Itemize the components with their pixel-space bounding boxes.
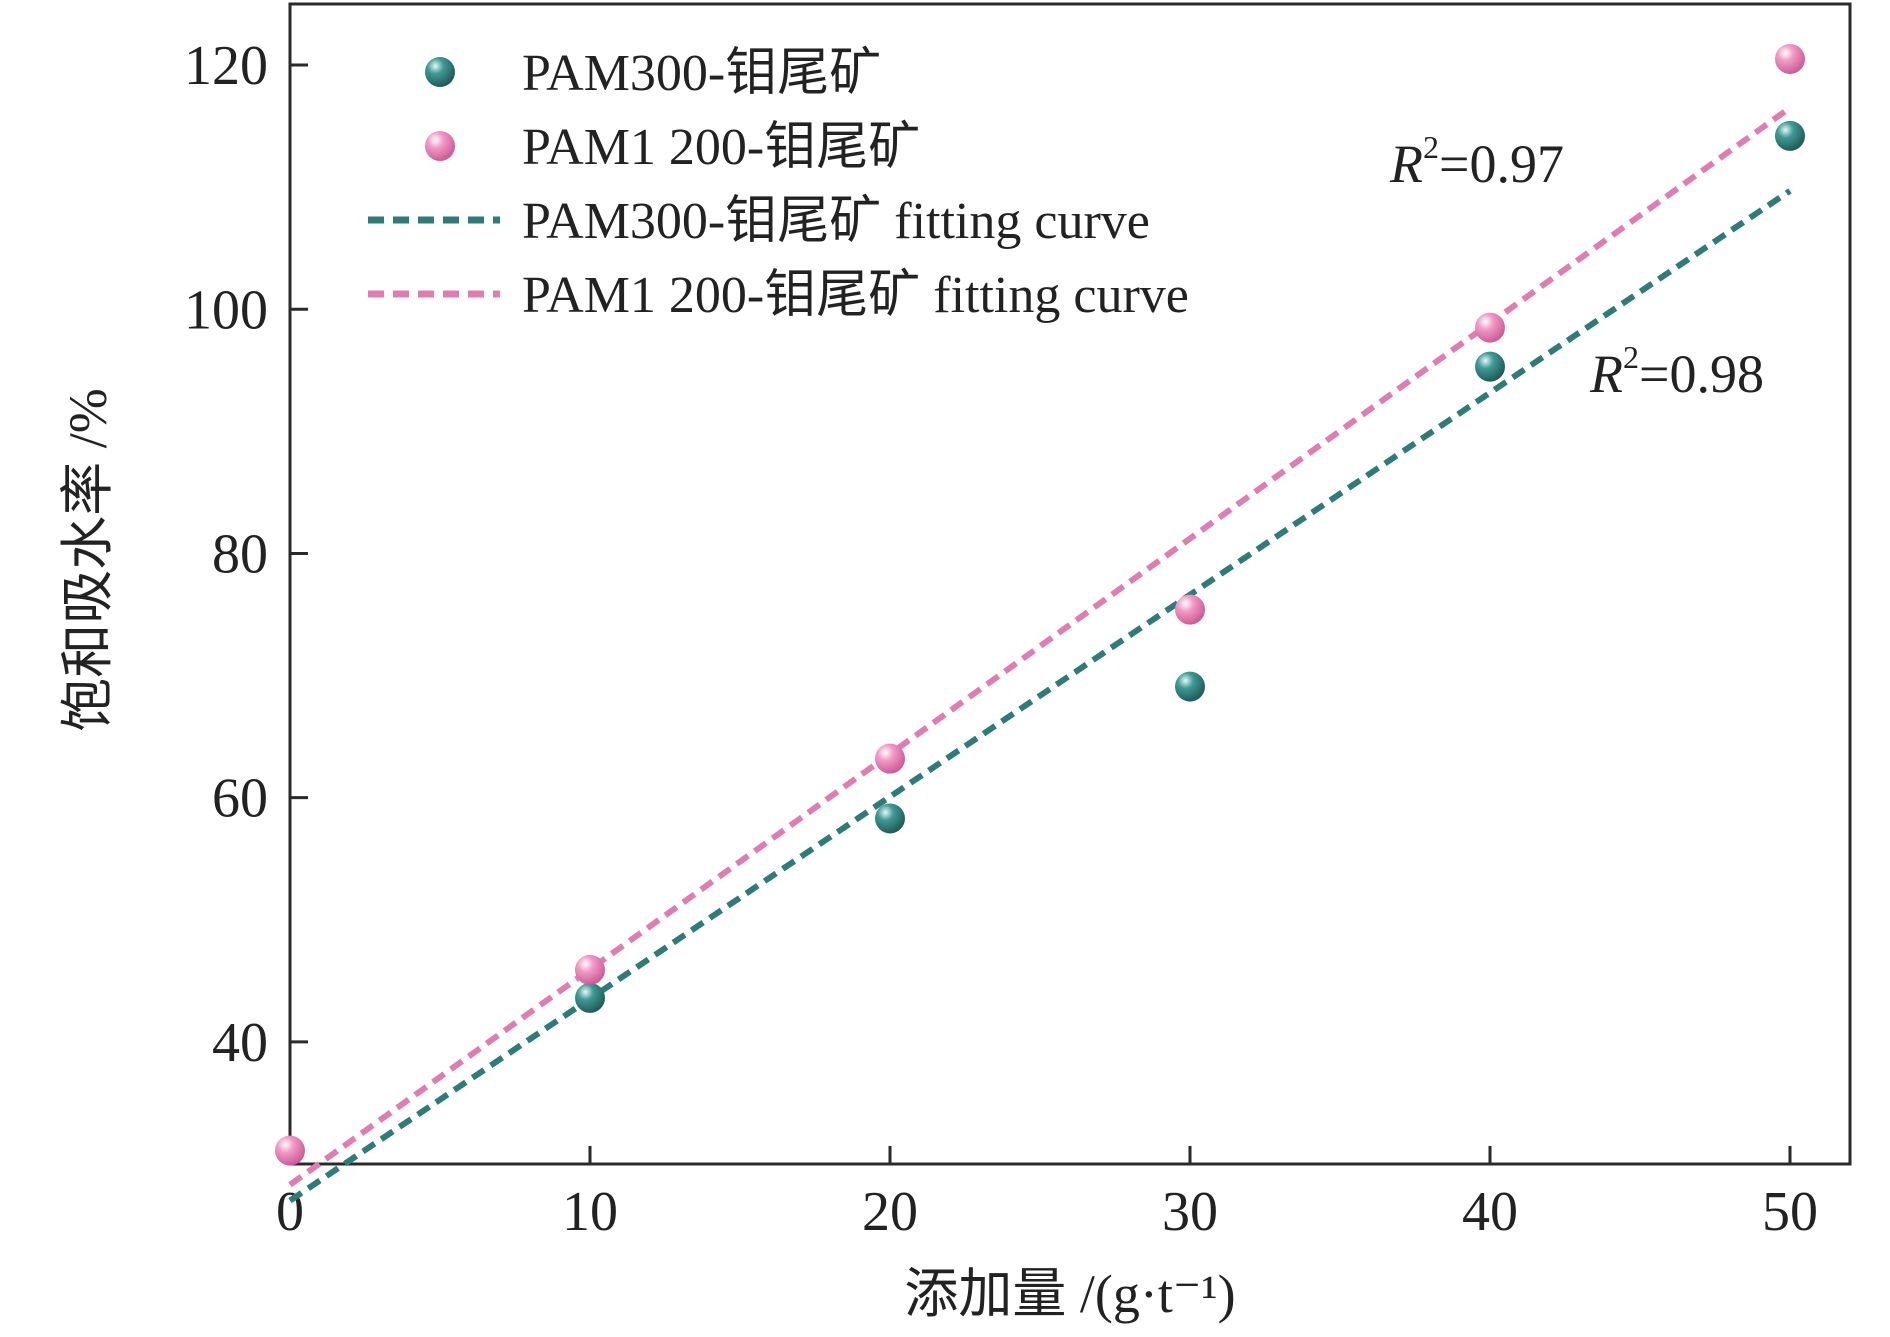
- legend-label-pam300: PAM300-钼尾矿: [522, 45, 881, 102]
- data-point-series-1: [275, 1135, 305, 1166]
- plot-frame: [288, 2, 1852, 1166]
- y-tick-label: 40: [212, 1012, 268, 1074]
- fit-line-2: [288, 188, 1792, 1204]
- legend-item-pam300-fit: PAM300-钼尾矿 fitting curve: [368, 193, 1150, 250]
- x-tick-label: 40: [1462, 1181, 1518, 1243]
- data-point-series-1: [1775, 43, 1805, 74]
- data-point-series-1: [875, 743, 905, 774]
- legend-item-pam300: PAM300-钼尾矿: [425, 45, 881, 102]
- data-points: [275, 43, 1805, 1166]
- legend-item-pam1200-fit: PAM1 200-钼尾矿 fitting curve: [368, 267, 1189, 324]
- data-point-series-0: [1475, 351, 1505, 382]
- y-axis-ticks: 40 60 80 100 120: [184, 35, 308, 1074]
- legend-label-pam1200-fit: PAM1 200-钼尾矿 fitting curve: [522, 267, 1189, 324]
- x-tick-label: 0: [276, 1181, 304, 1243]
- data-point-series-1: [1475, 312, 1505, 343]
- legend-marker-pam300: [425, 57, 455, 87]
- legend-label-pam300-fit: PAM300-钼尾矿 fitting curve: [522, 193, 1150, 250]
- x-axis-ticks: 0 10 20 30 40 50: [276, 1146, 1818, 1243]
- data-point-series-0: [1175, 671, 1205, 702]
- fitting-curves: [288, 105, 1792, 1204]
- data-point-series-0: [575, 982, 605, 1013]
- legend-label-pam1200: PAM1 200-钼尾矿: [522, 119, 920, 176]
- data-point-series-0: [875, 803, 905, 834]
- r2-annotation-pam300: R2=0.98: [1589, 339, 1764, 404]
- data-point-series-0: [1775, 120, 1805, 151]
- legend-marker-pam1200: [425, 131, 455, 161]
- y-tick-label: 80: [212, 523, 268, 585]
- legend: PAM300-钼尾矿 PAM1 200-钼尾矿 PAM300-钼尾矿 fitti…: [368, 45, 1189, 324]
- y-axis-title: 饱和吸水率 /%: [58, 388, 118, 732]
- x-tick-label: 20: [862, 1181, 918, 1243]
- y-tick-label: 100: [184, 279, 268, 341]
- legend-item-pam1200: PAM1 200-钼尾矿: [425, 119, 920, 176]
- y-tick-label: 60: [212, 768, 268, 830]
- y-tick-label: 120: [184, 35, 268, 97]
- x-axis-title: 添加量 /(g·t⁻¹): [904, 1264, 1235, 1324]
- x-tick-label: 30: [1162, 1181, 1218, 1243]
- x-tick-label: 10: [562, 1181, 618, 1243]
- data-point-series-1: [1175, 594, 1205, 625]
- r2-annotation-pam1200: R2=0.97: [1389, 129, 1564, 194]
- data-point-series-1: [575, 954, 605, 985]
- x-tick-label: 50: [1762, 1181, 1818, 1243]
